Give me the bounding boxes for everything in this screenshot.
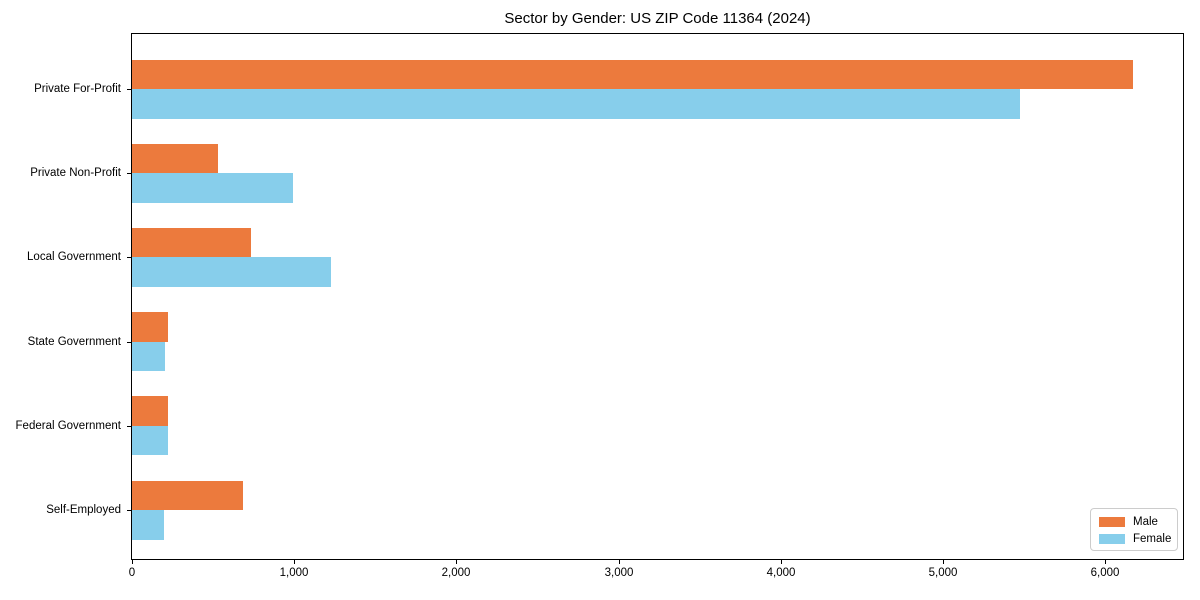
legend-label-male: Male bbox=[1133, 515, 1158, 528]
bar-male-local-government bbox=[132, 227, 252, 258]
y-tick-mark bbox=[127, 342, 131, 343]
x-tick-mark bbox=[1105, 560, 1106, 564]
bar-female-private-for-profit bbox=[132, 89, 1020, 119]
x-tick-label: 1,000 bbox=[279, 567, 309, 579]
bar-male-federal-government bbox=[132, 396, 168, 426]
category-label-private-non-profit: Private Non-Profit bbox=[30, 167, 121, 179]
bar-female-private-non-profit bbox=[132, 173, 294, 203]
bar-female-local-government bbox=[132, 257, 332, 287]
bar-male-private-non-profit bbox=[132, 143, 218, 174]
legend-entry-male: Male bbox=[1099, 514, 1169, 529]
x-tick-mark bbox=[294, 560, 295, 564]
y-tick-mark bbox=[127, 426, 131, 427]
male-swatch bbox=[1099, 516, 1125, 527]
x-tick-label: 3,000 bbox=[604, 567, 634, 579]
category-label-private-for-profit: Private For-Profit bbox=[34, 83, 121, 95]
chart-title: Sector by Gender: US ZIP Code 11364 (202… bbox=[504, 10, 811, 27]
female-swatch bbox=[1099, 533, 1125, 544]
x-tick-label: 5,000 bbox=[928, 567, 958, 579]
category-label-state-government: State Government bbox=[27, 336, 121, 348]
bar-female-federal-government bbox=[132, 425, 168, 456]
y-tick-mark bbox=[127, 257, 131, 258]
x-tick-mark bbox=[619, 560, 620, 564]
x-tick-label: 2,000 bbox=[441, 567, 471, 579]
x-tick-mark bbox=[132, 560, 133, 564]
legend-label-female: Female bbox=[1133, 532, 1172, 545]
bar-female-state-government bbox=[132, 341, 166, 372]
category-label-self-employed: Self-Employed bbox=[46, 504, 121, 516]
x-tick-label: 6,000 bbox=[1090, 567, 1120, 579]
bar-male-self-employed bbox=[132, 480, 244, 510]
x-tick-mark bbox=[943, 560, 944, 564]
legend-entry-female: Female bbox=[1099, 531, 1172, 546]
plot-area bbox=[131, 33, 1184, 560]
x-tick-mark bbox=[781, 560, 782, 564]
x-tick-label: 0 bbox=[128, 567, 136, 579]
legend: Male Female bbox=[1090, 508, 1178, 551]
y-tick-mark bbox=[127, 510, 131, 511]
y-tick-mark bbox=[127, 89, 131, 90]
category-label-federal-government: Federal Government bbox=[15, 420, 121, 432]
x-tick-mark bbox=[456, 560, 457, 564]
bar-male-private-for-profit bbox=[132, 59, 1133, 89]
y-tick-mark bbox=[127, 173, 131, 174]
bar-male-state-government bbox=[132, 312, 169, 342]
bar-female-self-employed bbox=[132, 510, 165, 540]
x-tick-label: 4,000 bbox=[766, 567, 796, 579]
category-label-local-government: Local Government bbox=[27, 251, 121, 263]
